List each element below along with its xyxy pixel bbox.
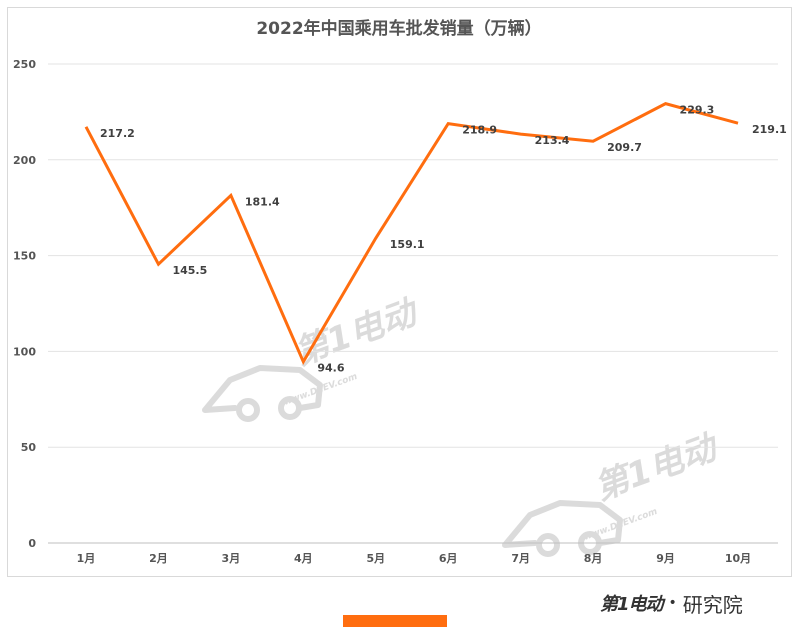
data-label: 217.2 — [100, 127, 135, 140]
x-tick-label: 7月 — [511, 552, 530, 565]
watermark-brand-text: 第1电动 — [589, 427, 725, 509]
x-tick-label: 10月 — [725, 552, 751, 565]
y-tick-label: 250 — [13, 58, 36, 71]
series-line — [84, 102, 739, 366]
footer-lab-text: 研究院 — [682, 592, 743, 617]
data-label: 219.1 — [752, 123, 787, 136]
data-label: 218.9 — [462, 124, 497, 137]
y-tick-label: 50 — [21, 441, 37, 454]
data-label: 94.6 — [317, 362, 344, 375]
y-tick-label: 150 — [13, 250, 36, 263]
footer-logo: 第1电动 • 研究院 — [600, 586, 743, 620]
series-layer — [84, 102, 739, 366]
x-tick-label: 4月 — [294, 552, 313, 565]
y-tick-label: 100 — [13, 345, 36, 358]
footer-accent-bar — [343, 615, 447, 627]
chart-title: 2022年中国乘用车批发销量（万辆） — [256, 18, 541, 39]
axis-layer: 0 50 100 150 200 250 1月 2月 3月 4月 5月 6月 7月 8月 9月 10月 — [13, 58, 751, 565]
x-tick-label: 5月 — [366, 552, 385, 565]
data-label: 159.1 — [390, 238, 425, 251]
x-tick-label: 8月 — [584, 552, 603, 565]
x-tick-label: 3月 — [222, 552, 241, 565]
x-tick-label: 2月 — [149, 552, 168, 565]
y-tick-label: 0 — [28, 537, 36, 550]
data-label: 213.4 — [535, 134, 570, 147]
watermark-brand-text: 第1电动 — [289, 292, 425, 374]
label-layer: 217.2 145.5 181.4 94.6 159.1 218.9 213.4 209.7 2… — [100, 104, 787, 375]
data-label: 209.7 — [607, 141, 642, 154]
x-tick-label: 6月 — [439, 552, 458, 565]
footer-brand-text: 第1电动 — [600, 594, 664, 615]
x-tick-label: 1月 — [77, 552, 96, 565]
y-tick-label: 200 — [13, 154, 36, 167]
watermark-logo-lower: 第1电动 www.D1EV.com — [502, 427, 725, 557]
data-label: 145.5 — [172, 264, 207, 277]
chart-frame — [7, 7, 792, 577]
footer-separator: • — [668, 595, 677, 611]
data-label: 229.3 — [680, 104, 715, 117]
data-label: 181.4 — [245, 195, 280, 208]
watermark-logo-upper: 第1电动 www.D1EV.com — [202, 292, 425, 422]
x-tick-label: 9月 — [656, 552, 675, 565]
